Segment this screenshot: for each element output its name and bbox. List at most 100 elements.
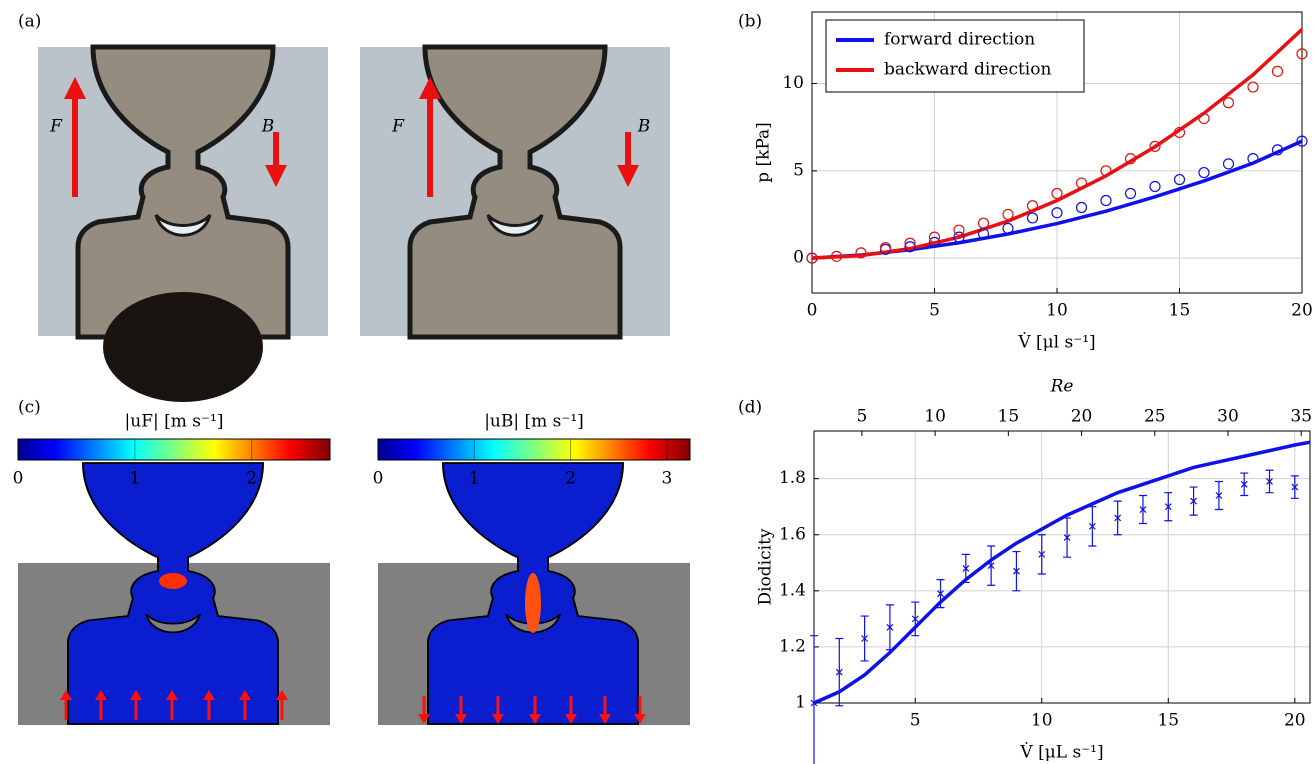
arrow-head [492, 714, 504, 724]
arrow-label: B [261, 117, 275, 137]
x2-tick-label: 15 [998, 407, 1020, 427]
x-tick-label: 5 [929, 301, 940, 321]
data-point [830, 250, 843, 262]
data-point [1026, 212, 1039, 224]
arrow-head [418, 714, 430, 724]
data-point [1271, 144, 1284, 156]
data-point [977, 217, 990, 229]
data-point [1271, 65, 1284, 77]
x-tick-label: 15 [1157, 711, 1179, 731]
data-point [1100, 194, 1112, 207]
data-point [1240, 480, 1248, 488]
data-point [1124, 153, 1137, 165]
data-point [1222, 158, 1235, 170]
data-point [1164, 503, 1172, 511]
arrow-head [599, 714, 611, 724]
data-point [1139, 506, 1147, 513]
x-tick-label: 0 [807, 301, 818, 321]
x-tick-label: 20 [1291, 301, 1313, 321]
arrow-label: B [637, 117, 651, 137]
flow-arrows [60, 690, 646, 724]
panel-label: (a) [18, 12, 41, 32]
data-point [1114, 514, 1122, 522]
colorbar-tick-label: 0 [373, 469, 384, 489]
arrow-head [276, 690, 288, 700]
data-point [1173, 126, 1186, 139]
plot-frame [813, 430, 1311, 704]
x2-tick-label: 5 [856, 407, 867, 427]
y-tick-label: 0 [793, 248, 804, 268]
arrow-head [203, 690, 215, 700]
colorbar-tick-label: 1 [129, 469, 140, 489]
data-point [953, 224, 965, 236]
data-point [1075, 177, 1088, 189]
data-point [1173, 173, 1186, 186]
data-point [1149, 180, 1161, 193]
colorbar [17, 438, 331, 461]
data-point [1051, 187, 1063, 200]
data-point [987, 562, 995, 570]
data-point [1002, 222, 1014, 235]
x-tick-label: 20 [1284, 711, 1306, 731]
data-point [1063, 534, 1071, 541]
data-point [1075, 201, 1088, 214]
series-line [813, 440, 1311, 705]
arrow-head [239, 690, 251, 700]
data-point [810, 699, 818, 707]
legend-box [825, 19, 1085, 93]
arrow-head [60, 690, 72, 700]
colorbar-tick-label: 1 [469, 469, 480, 489]
arrow-head [95, 690, 107, 700]
y-tick-label: 5 [793, 160, 804, 180]
y-axis-label: Diodicity [756, 528, 776, 605]
colorbar-tick-label: 0 [13, 469, 24, 489]
data-point [1215, 492, 1223, 499]
data-point [1038, 550, 1046, 558]
data-point [1124, 187, 1137, 200]
arrow-head [529, 714, 541, 724]
data-point [911, 615, 919, 623]
colorbar-tick-label: 2 [246, 469, 257, 489]
x2-tick-label: 10 [924, 407, 946, 427]
data-point [1002, 208, 1014, 221]
data-point [1247, 81, 1259, 93]
x2-tick-label: 25 [1144, 407, 1166, 427]
data-point [1088, 522, 1096, 530]
x-tick-label: 10 [1046, 301, 1068, 321]
data-point [928, 236, 941, 248]
arrow-label: F [391, 117, 405, 137]
data-point [953, 231, 965, 243]
data-point [855, 247, 867, 259]
arrow-head [166, 690, 178, 700]
colorbar [377, 438, 691, 461]
data-point [1013, 567, 1020, 575]
data-point [962, 564, 970, 572]
x2-tick-label: 20 [1071, 407, 1093, 427]
data-point [879, 242, 892, 254]
data-point [1198, 112, 1210, 125]
colorbar-title: |uB| [m s⁻¹] [484, 412, 584, 432]
arrow-head [455, 714, 467, 724]
data-point [1247, 153, 1259, 165]
x2-axis-label: Re [1050, 377, 1074, 397]
data-point [1100, 165, 1112, 177]
y-tick-label: 1.4 [779, 580, 806, 600]
photo [38, 47, 328, 402]
y-tick-label: 1.8 [779, 468, 806, 488]
data-point [1198, 166, 1210, 179]
arrow-head [130, 690, 142, 700]
y-tick-label: 10 [782, 73, 804, 93]
data-point [1291, 483, 1299, 491]
colorbar-title: |uF| [m s⁻¹] [125, 412, 224, 432]
y-tick-label: 1.2 [779, 636, 806, 656]
data-point [1149, 140, 1161, 152]
x2-tick-label: 35 [1290, 407, 1312, 427]
arrow-head [565, 714, 577, 724]
legend-label: backward direction [884, 60, 1051, 80]
x-axis-label: V̇ [μL s⁻¹] [1019, 742, 1103, 762]
data-point [1296, 135, 1308, 147]
data-point [1051, 207, 1063, 219]
data-point [904, 237, 916, 249]
panel-label: (d) [738, 398, 762, 418]
plot-frame [811, 11, 1303, 294]
